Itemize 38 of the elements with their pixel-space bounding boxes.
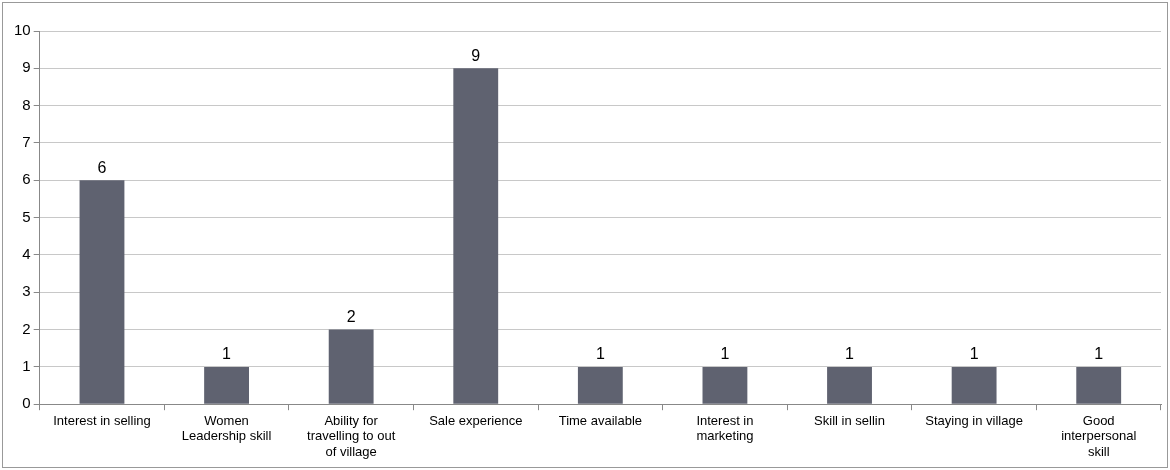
bar xyxy=(453,68,499,404)
bar xyxy=(951,366,997,404)
bar xyxy=(204,366,249,404)
x-tick-label: Interest in selling xyxy=(53,412,151,428)
data-label: 1 xyxy=(222,345,232,363)
data-label: 1 xyxy=(845,345,855,363)
bar xyxy=(827,366,872,404)
y-tick-label: 7 xyxy=(22,133,31,151)
data-label: 1 xyxy=(595,345,605,363)
data-label: 9 xyxy=(471,46,481,64)
data-label: 6 xyxy=(97,158,107,176)
x-tick-label: Women Leadership skill xyxy=(181,412,272,444)
y-tick-label: 1 xyxy=(22,357,31,375)
y-tick-label: 2 xyxy=(22,319,31,337)
x-tick-label: Interest in marketing xyxy=(696,412,754,444)
x-tick-label: Staying in village xyxy=(925,412,1023,428)
y-tick-label: 4 xyxy=(22,245,31,263)
y-tick-label: 10 xyxy=(14,21,31,39)
bar xyxy=(1076,366,1122,404)
data-label: 1 xyxy=(720,345,730,363)
x-tick-label: Time available xyxy=(558,412,643,428)
x-tick-label: Sale experience xyxy=(429,412,523,428)
x-tick-label: Skill in sellin xyxy=(814,412,885,428)
x-tick-label: Good interpersonal skill xyxy=(1061,412,1137,459)
x-tick-label: Ability for travelling to out of village xyxy=(307,412,396,459)
bar xyxy=(577,366,623,404)
data-label: 1 xyxy=(1094,345,1104,363)
bar xyxy=(79,180,125,404)
bar xyxy=(328,329,374,404)
y-tick-label: 3 xyxy=(22,282,31,300)
data-label: 1 xyxy=(969,345,979,363)
bar xyxy=(702,366,748,404)
y-tick-label: 0 xyxy=(22,394,31,412)
y-tick-label: 8 xyxy=(22,95,31,113)
y-tick-label: 9 xyxy=(22,58,31,76)
y-tick-label: 5 xyxy=(22,207,31,225)
y-tick-label: 6 xyxy=(22,170,31,188)
data-label: 2 xyxy=(346,307,356,325)
